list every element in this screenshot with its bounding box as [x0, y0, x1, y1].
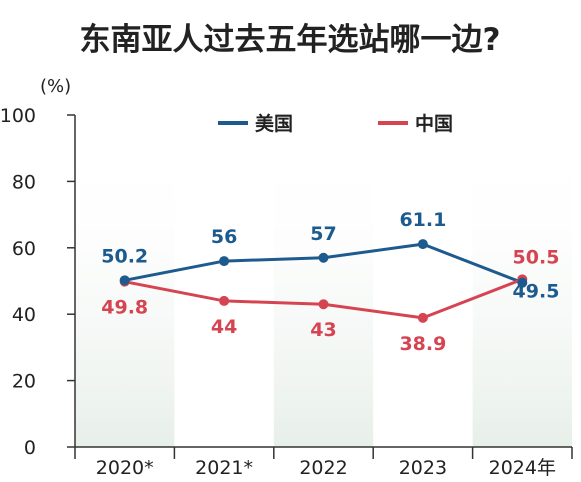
legend-label-0: 美国 — [255, 112, 293, 135]
y-tick-label: 0 — [24, 437, 36, 459]
y-tick-label: 60 — [12, 238, 36, 260]
data-point-0-1 — [219, 256, 230, 267]
chart-title: 东南亚人过去五年选站哪一边? — [80, 22, 501, 58]
y-tick-label: 100 — [0, 105, 36, 127]
data-label-1-0: 49.8 — [101, 297, 148, 319]
background-bands — [75, 130, 572, 447]
data-label-0-0: 50.2 — [101, 245, 148, 267]
background-band-2 — [273, 130, 374, 447]
data-point-0-0 — [119, 275, 130, 286]
y-tick-label: 20 — [12, 371, 36, 393]
y-tick-label: 80 — [12, 171, 36, 193]
series-group — [119, 239, 528, 323]
data-labels: 50.2 56 57 61.1 49.5 49.8 44 43 38.9 50.5 — [101, 209, 559, 355]
data-label-1-3: 38.9 — [399, 333, 446, 355]
legend: 美国 中国 — [218, 112, 453, 135]
data-label-0-3: 61.1 — [399, 209, 446, 231]
data-label-0-4: 49.5 — [513, 281, 560, 303]
data-point-1-2 — [318, 299, 329, 310]
data-label-1-2: 43 — [310, 319, 336, 341]
data-label-0-2: 57 — [310, 223, 336, 245]
x-axis: 2020* 2021* 2022 2023 2024年 — [74, 446, 573, 479]
data-point-0-3 — [417, 239, 428, 250]
y-axis-unit: (%) — [40, 76, 71, 97]
data-point-0-2 — [318, 252, 329, 263]
x-tick-label: 2022 — [299, 457, 347, 479]
data-label-1-4: 50.5 — [513, 246, 560, 268]
background-band-4 — [472, 130, 572, 447]
x-tick-label: 2023 — [399, 457, 447, 479]
data-point-1-1 — [219, 295, 230, 306]
x-tick-label: 2021* — [195, 457, 253, 479]
x-tick-label: 2024年 — [489, 457, 556, 479]
data-label-1-1: 44 — [211, 316, 237, 338]
legend-label-1: 中国 — [415, 112, 453, 135]
data-point-0-4 — [517, 277, 528, 288]
data-label-0-1: 56 — [211, 226, 237, 248]
y-axis: 0 20 40 60 80 100 — [0, 105, 76, 459]
y-tick-label: 40 — [12, 304, 36, 326]
x-tick-label: 2020* — [96, 457, 154, 479]
data-point-1-3 — [417, 312, 428, 323]
